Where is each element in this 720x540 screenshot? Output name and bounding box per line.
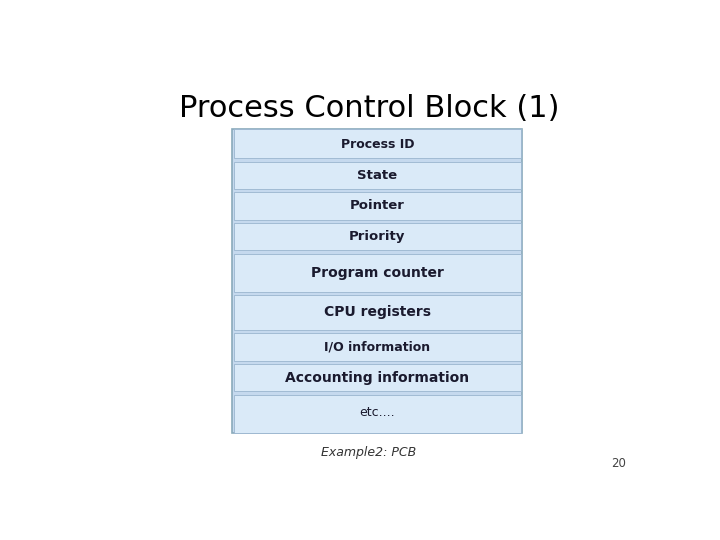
- Text: Priority: Priority: [349, 230, 405, 243]
- Bar: [234, 192, 521, 220]
- Bar: [234, 254, 521, 292]
- Text: State: State: [357, 168, 397, 182]
- Bar: [234, 161, 521, 189]
- Bar: [234, 129, 521, 158]
- Bar: [234, 364, 521, 392]
- Bar: [234, 223, 521, 250]
- Text: Example2: PCB: Example2: PCB: [321, 446, 417, 459]
- Text: Pointer: Pointer: [350, 199, 405, 212]
- Text: CPU registers: CPU registers: [324, 306, 431, 320]
- Text: Process Control Block (1): Process Control Block (1): [179, 94, 559, 123]
- Text: Program counter: Program counter: [311, 266, 444, 280]
- Text: 20: 20: [611, 457, 626, 470]
- Text: etc....: etc....: [359, 407, 395, 420]
- Text: I/O information: I/O information: [324, 340, 431, 354]
- Bar: [233, 129, 523, 433]
- Bar: [234, 333, 521, 361]
- Text: Accounting information: Accounting information: [285, 370, 469, 384]
- Bar: [234, 395, 521, 433]
- Bar: [234, 295, 521, 330]
- Text: Process ID: Process ID: [341, 138, 414, 151]
